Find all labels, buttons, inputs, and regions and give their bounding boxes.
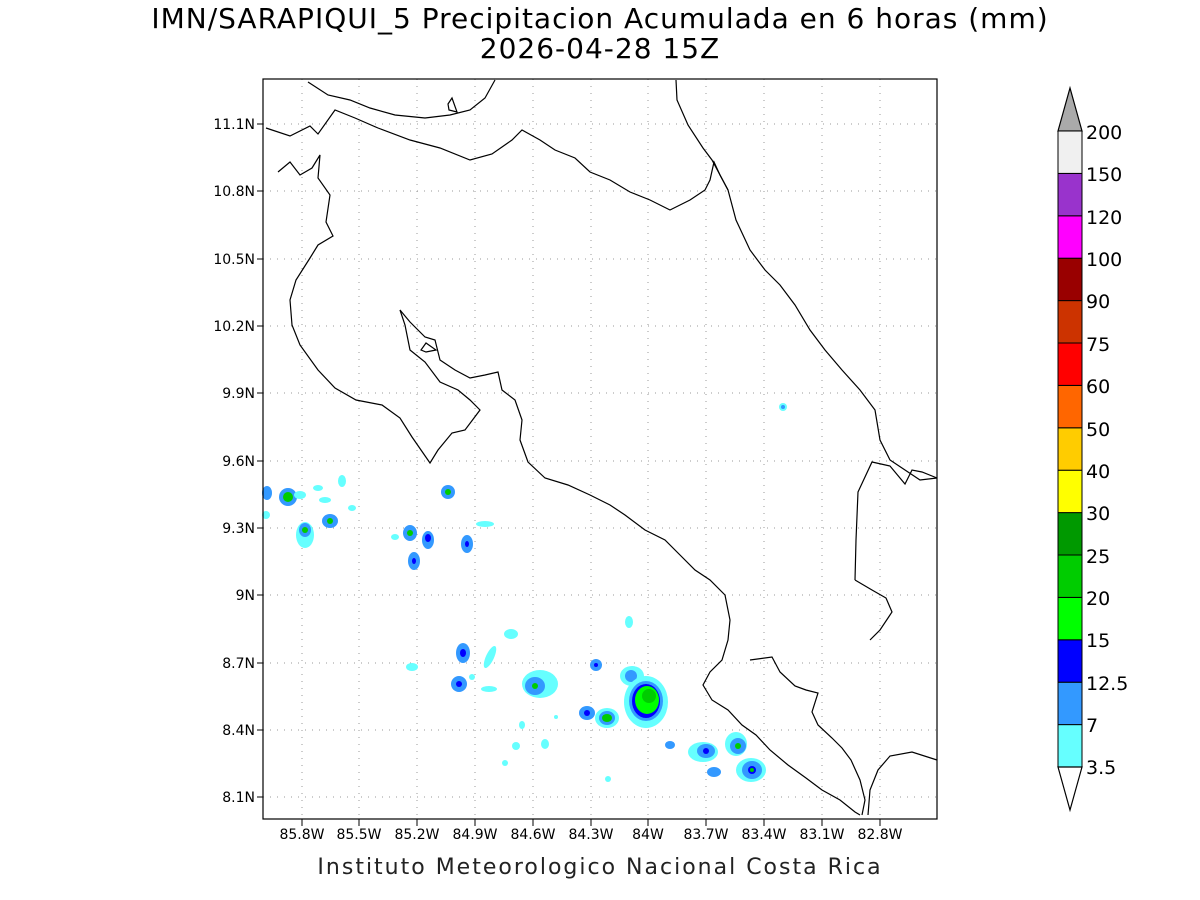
- colorbar-label: 90: [1086, 291, 1110, 313]
- colorbar-label: 12.5: [1086, 673, 1128, 695]
- colorbar-label: 40: [1086, 461, 1110, 483]
- nicaragua-border: [265, 109, 729, 211]
- colorbar-swatch: [1057, 215, 1083, 259]
- colorbar-label: 100: [1086, 249, 1122, 271]
- lat-label: 9.9N: [222, 386, 255, 402]
- colorbar-label: 200: [1086, 122, 1122, 144]
- colorbar-swatch: [1057, 427, 1083, 471]
- colorbar-swatch: [1057, 681, 1083, 726]
- colorbar-label: 25: [1086, 546, 1110, 568]
- osa-peninsula: [749, 656, 866, 816]
- lon-label: 84W: [632, 827, 664, 843]
- lon-label: 83.1W: [799, 827, 844, 843]
- colorbar-swatch: [1057, 554, 1083, 598]
- colorbar-label: 3.5: [1086, 757, 1116, 779]
- colorbar-swatch: [1057, 130, 1083, 174]
- pacific-coast-north: [277, 154, 481, 465]
- latitude-labels: 11.1N 10.8N 10.5N 10.2N 9.9N 9.6N 9.3N 9…: [213, 117, 255, 806]
- lat-label: 10.8N: [213, 184, 255, 200]
- map-frame: [262, 78, 938, 820]
- lake-nicaragua-shore: [307, 79, 496, 119]
- footer-credit: Instituto Meteorologico Nacional Costa R…: [317, 855, 883, 880]
- longitude-labels: 85.8W 85.5W 85.2W 84.9W 84.6W 84.3W 84W …: [279, 827, 902, 843]
- colorbar-label: 150: [1086, 164, 1122, 186]
- colorbar-label: 20: [1086, 588, 1110, 610]
- lon-label: 82.8W: [857, 827, 902, 843]
- lat-label: 10.5N: [213, 252, 255, 268]
- lat-label: 9N: [236, 588, 255, 604]
- colorbar-under-arrow: [1057, 766, 1083, 813]
- lon-label: 84.3W: [568, 827, 613, 843]
- colorbar-swatch: [1057, 172, 1083, 217]
- island: [447, 96, 458, 113]
- colorbar-swatch: [1057, 512, 1083, 556]
- colorbar-swatch: [1057, 300, 1083, 344]
- lon-label: 85.8W: [279, 827, 324, 843]
- lat-label: 8.1N: [222, 790, 255, 806]
- colorbar-swatch: [1057, 724, 1083, 768]
- colorbar: 200 150 120 100 90 75 60 50 40 30 25 20 …: [1057, 85, 1128, 813]
- colorbar-label: 60: [1086, 376, 1110, 398]
- panama-inland-boundary: [854, 579, 893, 641]
- colorbar-swatch: [1057, 596, 1083, 641]
- colorbar-swatch: [1057, 342, 1083, 386]
- colorbar-label: 7: [1086, 715, 1098, 737]
- lat-label: 11.1N: [213, 117, 255, 133]
- lon-label: 83.7W: [683, 827, 728, 843]
- map-title: IMN/SARAPIQUI_5 Precipitacion Acumulada …: [151, 2, 1049, 35]
- colorbar-swatch: [1057, 384, 1083, 429]
- lon-label: 83.4W: [741, 827, 786, 843]
- caribbean-coast: [675, 79, 938, 481]
- coastlines: [265, 79, 938, 816]
- colorbar-label: 75: [1086, 334, 1110, 356]
- colorbar-label: 50: [1086, 419, 1110, 441]
- lat-label: 9.3N: [222, 521, 255, 537]
- lon-label: 85.2W: [394, 827, 439, 843]
- precipitation-field: [262, 403, 787, 782]
- colorbar-over-arrow: [1057, 85, 1083, 132]
- graticule: [257, 79, 937, 826]
- panama-border: [867, 751, 938, 816]
- costa-rica-panama-inland: [854, 461, 938, 581]
- colorbar-swatch: [1057, 257, 1083, 302]
- nicoya-gulf-coast: [399, 309, 861, 816]
- colorbar-label: 30: [1086, 503, 1110, 525]
- lon-label: 84.6W: [510, 827, 555, 843]
- island-nicoya: [420, 342, 438, 353]
- map-valid-time: 2026-04-28 15Z: [479, 32, 721, 65]
- lat-label: 8.4N: [222, 723, 255, 739]
- lat-label: 10.2N: [213, 319, 255, 335]
- lat-label: 9.6N: [222, 454, 255, 470]
- lat-label: 8.7N: [222, 656, 255, 672]
- colorbar-label: 15: [1086, 630, 1110, 652]
- lon-label: 85.5W: [336, 827, 381, 843]
- colorbar-swatch: [1057, 469, 1083, 514]
- colorbar-label: 120: [1086, 207, 1122, 229]
- lon-label: 84.9W: [452, 827, 497, 843]
- colorbar-swatch: [1057, 639, 1083, 683]
